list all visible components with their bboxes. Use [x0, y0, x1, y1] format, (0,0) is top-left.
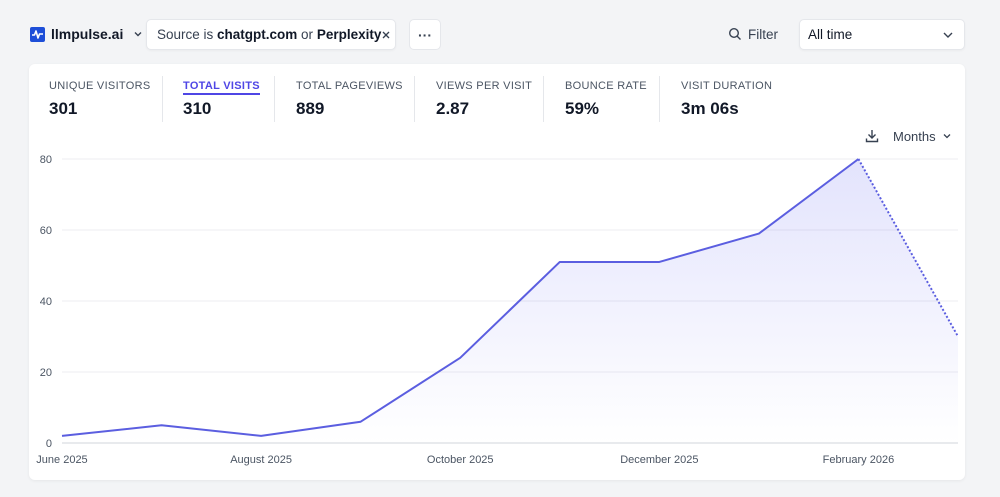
series-line [61, 158, 860, 437]
period-label: All time [808, 27, 853, 42]
filter-value-1: chatgpt.com [217, 27, 298, 42]
metric-value: 59% [565, 99, 600, 118]
metric-label: BOUNCE RATE [565, 80, 647, 92]
more-options-button[interactable]: ··· [409, 19, 441, 50]
interval-label: Months [893, 128, 936, 144]
metric-value: 301 [49, 99, 78, 118]
metric-divider [659, 76, 660, 122]
source-filter-chip[interactable]: Source is chatgpt.com or Perplexity [146, 19, 396, 50]
data-point[interactable] [653, 256, 665, 268]
x-tick-label: August 2025 [230, 454, 292, 466]
close-icon[interactable] [381, 30, 391, 40]
data-point[interactable] [355, 416, 367, 428]
data-point[interactable] [454, 352, 466, 364]
data-point[interactable] [56, 430, 68, 442]
y-tick-label: 20 [40, 367, 52, 379]
metric-divider [414, 76, 415, 122]
y-tick-label: 80 [40, 154, 52, 166]
data-point[interactable] [753, 228, 765, 240]
chevron-down-icon [133, 29, 143, 39]
filter-chip-text: Source is chatgpt.com or Perplexity [157, 27, 381, 42]
data-point[interactable] [255, 430, 267, 442]
top-bar: llmpulse.ai Source is chatgpt.com or Per… [0, 0, 1000, 64]
y-tick-label: 0 [46, 438, 52, 450]
chevron-down-icon [942, 29, 954, 41]
metric-value: 3m 06s [681, 99, 739, 118]
filter-prefix: Source is [157, 27, 218, 42]
metric-value: 889 [296, 99, 325, 118]
x-tick-label: February 2026 [823, 454, 895, 466]
metric-divider [543, 76, 544, 122]
y-tick-label: 60 [40, 225, 52, 237]
filter-label: Filter [748, 26, 778, 42]
download-icon[interactable] [864, 128, 880, 144]
series-line-partial [857, 158, 959, 337]
data-point[interactable] [156, 419, 168, 431]
series-area [62, 159, 958, 443]
y-tick-label: 40 [40, 296, 52, 308]
filter-button[interactable]: Filter [728, 24, 778, 44]
site-switcher[interactable]: llmpulse.ai [30, 22, 143, 46]
x-tick-label: June 2025 [36, 454, 87, 466]
data-point[interactable] [852, 153, 864, 165]
data-point[interactable] [554, 256, 566, 268]
metric-divider [274, 76, 275, 122]
metric-divider [162, 76, 163, 122]
metric-label: UNIQUE VISITORS [49, 80, 151, 92]
interval-select[interactable]: Months [893, 127, 952, 145]
metric-label: VIEWS PER VISIT [436, 80, 533, 92]
metric-label: TOTAL VISITS [183, 80, 260, 95]
metric-value: 2.87 [436, 99, 470, 118]
metric-value: 310 [183, 99, 212, 118]
x-tick-label: October 2025 [427, 454, 494, 466]
filter-value-2: Perplexity [316, 27, 382, 42]
metric-label: VISIT DURATION [681, 80, 773, 92]
chevron-down-icon [942, 131, 952, 141]
pulse-logo-icon [30, 26, 45, 42]
period-select[interactable]: All time [799, 19, 965, 50]
filter-joiner: or [297, 27, 317, 42]
x-tick-label: December 2025 [620, 454, 698, 466]
site-name: llmpulse.ai [51, 26, 124, 42]
search-icon [728, 27, 742, 41]
data-point[interactable] [952, 331, 964, 343]
metric-label: TOTAL PAGEVIEWS [296, 80, 403, 92]
